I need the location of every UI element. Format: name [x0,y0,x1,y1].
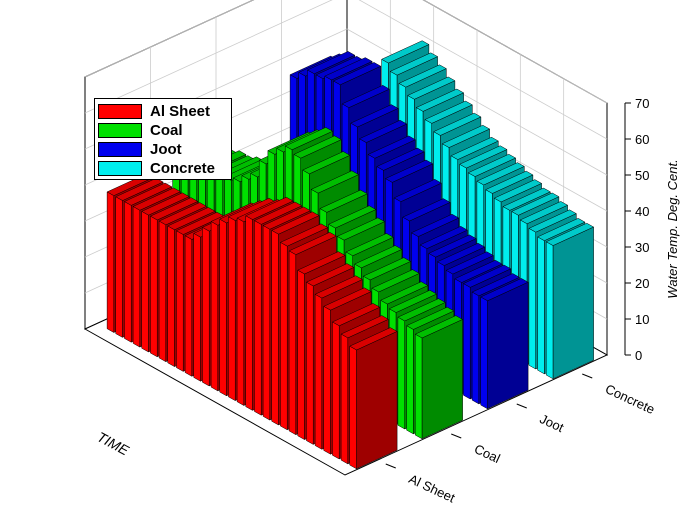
bar [297,269,305,441]
z-tick-label: 30 [635,240,649,255]
z-tick-label: 0 [635,348,642,363]
bar [528,227,536,370]
z-tick-label: 60 [635,132,649,147]
bar-side [421,319,463,440]
legend-label: Coal [150,122,183,139]
bar [202,226,210,387]
bar [306,281,314,445]
bar-side [356,331,398,470]
bar [271,229,279,426]
z-tick-label: 40 [635,204,649,219]
bar [406,325,414,435]
bar [262,225,271,421]
category-tick [451,433,462,439]
bar [288,250,297,436]
bar [480,296,488,410]
bar [184,235,193,377]
bar [132,206,141,348]
bar [176,230,184,372]
bar [471,291,480,405]
bar [314,293,323,450]
category-tick-label: Coal [472,441,503,466]
bar-side [487,281,529,410]
bar [219,218,227,397]
bar [254,220,262,416]
bar [228,216,236,402]
z-tick-label: 70 [635,96,649,111]
bar [236,217,245,406]
x-axis-label: TIME [95,429,133,459]
bar [210,221,219,392]
bar [141,210,149,353]
bar [124,201,132,343]
bar [115,196,123,338]
legend-label: Concrete [150,160,216,177]
category-tick-label: Al Sheet [406,471,457,506]
category-tick [385,463,396,469]
bar [545,241,554,380]
category-tick [516,403,527,409]
bar [245,215,253,411]
legend-item-concrete: Concrete [98,159,231,178]
category-tick-label: Joot [537,411,566,435]
bar [340,333,349,465]
z-axis-label: Water Temp. Deg. Cent. [665,159,680,298]
z-tick-label: 20 [635,276,649,291]
bar [397,316,405,430]
legend-swatch-coal [98,123,142,138]
bar [150,215,158,358]
z-tick-label: 10 [635,312,649,327]
bar [158,220,167,363]
legend-label: Al Sheet [150,103,211,120]
legend-swatch-concrete [98,161,142,176]
bar [414,333,423,440]
category-tick-label: Concrete [603,381,657,417]
bar [106,191,115,333]
bar [323,305,331,455]
bar [349,345,357,470]
legend-swatch-joot [98,142,142,157]
bar [280,241,288,431]
z-tick-label: 50 [635,168,649,183]
bar [332,321,340,460]
bar [193,232,201,382]
bar [463,283,471,400]
category-tick [582,373,593,379]
legend-swatch-al-sheet [98,104,142,119]
bar [537,236,545,375]
legend-item-joot: Joot [98,140,231,159]
bar [167,225,175,368]
bar-side [552,226,594,380]
legend-label: Joot [150,141,182,158]
legend: Al Sheet Coal Joot Concrete [94,98,232,180]
legend-item-al-sheet: Al Sheet [98,102,231,121]
legend-item-coal: Coal [98,121,231,140]
